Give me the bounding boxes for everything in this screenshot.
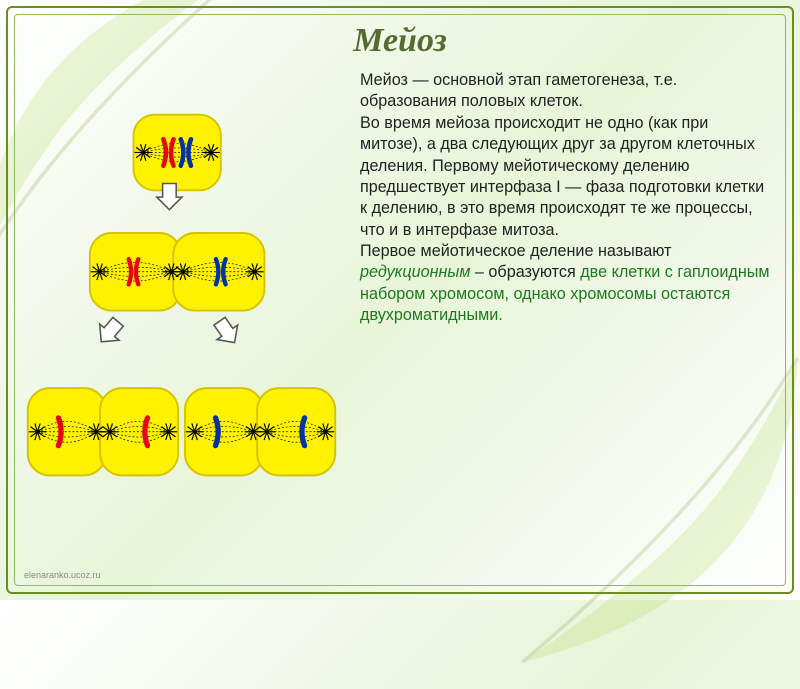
para-3b: – образуются <box>470 263 580 281</box>
para-2: Во время мейоза происходит не одно (как … <box>360 114 764 239</box>
para-1: Мейоз — основной этап гаметогенеза, т.е.… <box>360 71 677 110</box>
keyword-reduction: редукционным <box>360 263 470 281</box>
para-3a: Первое мейотическое деление называют <box>360 242 671 260</box>
source-footnote: elenaranko.ucoz.ru <box>24 570 101 580</box>
slide-content: Мейоз Мейоз — основной этап гаметогенеза… <box>22 22 778 578</box>
meiosis-diagram <box>22 86 342 516</box>
slide-title: Мейоз <box>22 22 778 60</box>
description-text: Мейоз — основной этап гаметогенеза, т.е.… <box>360 70 778 578</box>
slide-body: Мейоз — основной этап гаметогенеза, т.е.… <box>22 70 778 578</box>
